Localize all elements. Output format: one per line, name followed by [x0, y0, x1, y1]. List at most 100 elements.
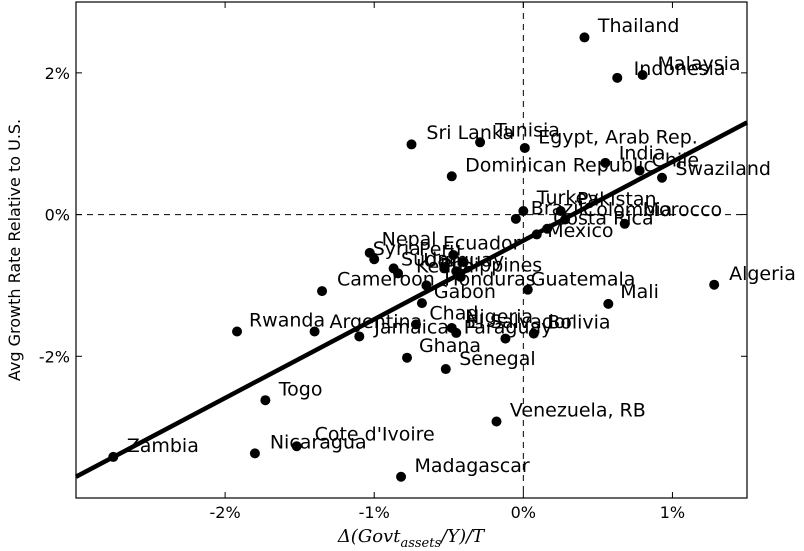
data-point	[108, 451, 119, 462]
point-label: Thailand	[597, 15, 680, 37]
data-point	[518, 206, 529, 217]
point-label: Peru	[419, 239, 461, 261]
data-point	[531, 229, 542, 240]
data-point	[393, 268, 404, 279]
point-label: Brazil	[531, 198, 584, 220]
data-point	[542, 223, 553, 234]
trend-line	[74, 120, 749, 479]
data-point	[309, 326, 320, 337]
data-point	[446, 171, 457, 182]
data-point	[416, 298, 427, 309]
point-label: Paraguay	[464, 317, 553, 339]
point-label: Costa Rica	[553, 207, 654, 229]
point-label: Swaziland	[675, 158, 771, 180]
data-point	[421, 280, 432, 291]
data-point	[600, 157, 611, 168]
point-label: Madagascar	[414, 455, 529, 477]
x-axis-title-tail: /Y)/T	[439, 526, 486, 547]
x-tick-label: -1%	[359, 503, 390, 522]
point-label: Cote d'Ivoire	[315, 424, 435, 446]
data-point	[709, 279, 720, 290]
x-axis-title-main: Δ(Govt	[337, 526, 401, 547]
point-label: El Salvador	[467, 311, 574, 333]
point-label: Tunisia	[494, 120, 560, 142]
point-label: Indonesia	[634, 58, 726, 80]
point-label: Syria	[373, 238, 421, 260]
data-point	[500, 333, 511, 344]
data-point	[291, 441, 302, 452]
data-point	[232, 326, 243, 337]
data-point	[410, 319, 421, 330]
x-tick-label: -2%	[210, 503, 241, 522]
data-point	[603, 298, 614, 309]
point-label: India	[619, 142, 666, 164]
point-label: Sudan	[401, 249, 461, 271]
point-label: Dominican Republic	[465, 154, 654, 176]
data-point	[612, 72, 623, 83]
point-label: Jamaica	[373, 317, 449, 339]
data-point	[369, 254, 380, 265]
point-label: Philippines	[440, 254, 542, 276]
point-label: Turkey	[536, 187, 599, 209]
data-point	[455, 271, 466, 282]
data-point	[354, 331, 365, 342]
data-point	[522, 284, 533, 295]
point-label: Honduras	[444, 268, 535, 290]
data-point	[439, 263, 450, 274]
data-point	[451, 327, 462, 338]
point-label: Morocco	[643, 199, 723, 221]
data-point	[657, 172, 668, 183]
point-label: Guatemala	[531, 268, 636, 290]
data-point	[555, 206, 566, 217]
x-axis-title-sub: assets	[400, 536, 441, 551]
point-label: Senegal	[459, 348, 535, 370]
point-label: Nepal	[382, 229, 437, 251]
data-point	[560, 214, 571, 225]
point-label: Rwanda	[249, 310, 325, 332]
data-point	[448, 249, 459, 260]
point-label: Togo	[278, 378, 323, 400]
y-axis-title: Avg Growth Rate Relative to U.S.	[5, 119, 24, 381]
data-point	[458, 257, 469, 268]
point-label: Chad	[429, 302, 478, 324]
point-label: Nicaragua	[270, 431, 367, 453]
point-label: Pakistan	[577, 188, 657, 210]
data-point	[406, 139, 417, 150]
x-tick-label: 1%	[660, 503, 685, 522]
data-point	[619, 218, 630, 229]
data-point	[402, 352, 413, 363]
data-point	[249, 448, 260, 459]
point-label: Uruguay	[423, 249, 504, 271]
data-point	[491, 416, 502, 427]
point-label: Mexico	[547, 220, 613, 242]
data-point	[440, 364, 451, 375]
point-label: Bolivia	[547, 312, 610, 334]
data-point	[637, 69, 648, 80]
point-label: Egypt, Arab Rep.	[538, 127, 698, 149]
point-label: Malaysia	[658, 53, 741, 75]
point-label: Ghana	[419, 335, 481, 357]
point-label: Ecuador	[443, 232, 521, 254]
y-tick-label: 0%	[45, 206, 70, 225]
data-point	[510, 213, 521, 224]
point-label: Colombia	[583, 199, 672, 221]
data-point	[396, 471, 407, 482]
data-point	[634, 165, 645, 176]
data-point	[519, 142, 530, 153]
point-label: Algeria	[729, 263, 796, 285]
data-point	[260, 395, 271, 406]
point-label: Venezuela, RB	[510, 400, 646, 422]
x-tick-label: 0%	[511, 503, 536, 522]
plot-frame	[75, 1, 748, 499]
y-tick-label: 2%	[45, 64, 70, 83]
point-label: Sri Lanka	[426, 122, 514, 144]
data-point	[317, 286, 328, 297]
point-label: Mali	[620, 281, 659, 303]
point-label: Cameroon	[337, 268, 435, 290]
y-tick-label: -2%	[39, 347, 70, 366]
point-label: Chile	[652, 149, 700, 171]
point-label: Argentina	[329, 311, 422, 333]
x-axis-title: Δ(Govtassets/Y)/T	[337, 526, 486, 551]
point-label: Gabon	[434, 281, 496, 303]
